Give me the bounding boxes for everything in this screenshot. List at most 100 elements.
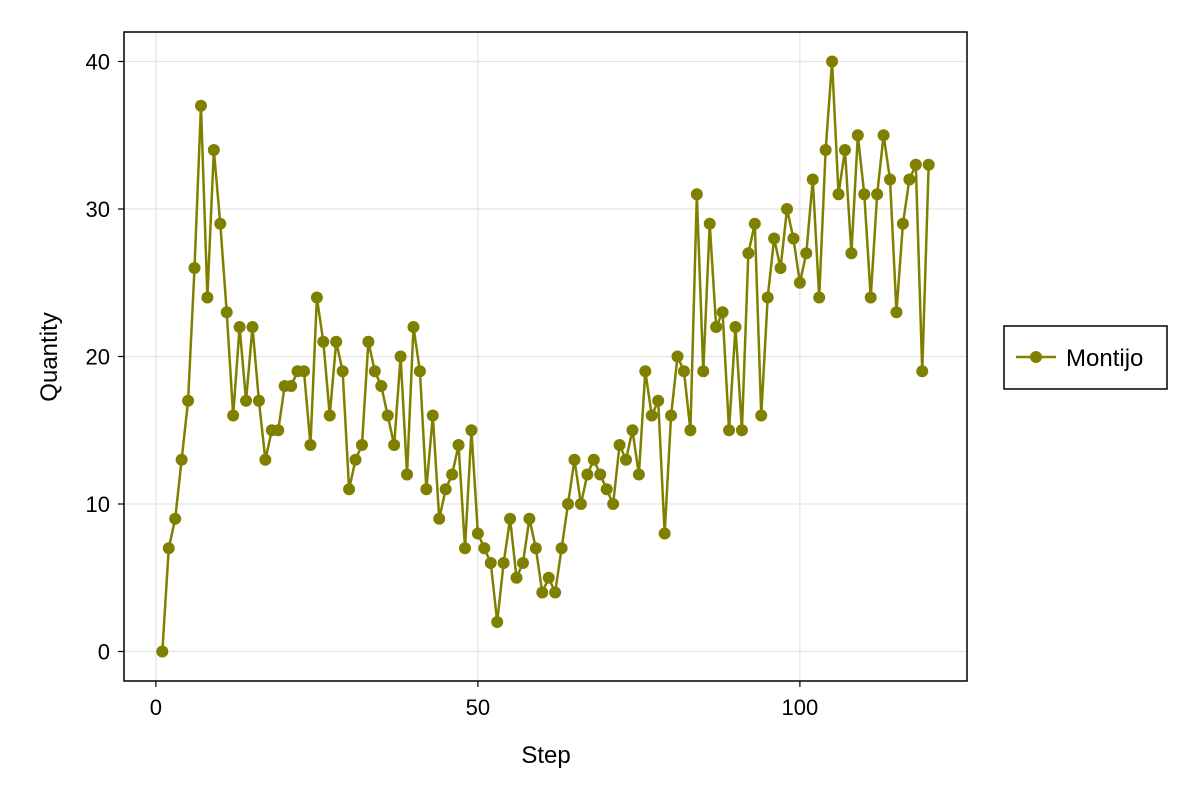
data-point xyxy=(742,247,755,260)
data-point xyxy=(729,321,742,333)
data-point xyxy=(523,512,536,525)
data-point xyxy=(568,453,581,466)
data-point xyxy=(310,291,323,304)
data-point xyxy=(735,424,748,437)
data-point xyxy=(864,291,877,304)
data-point xyxy=(903,173,916,186)
legend: Montijo xyxy=(1003,325,1168,390)
data-point xyxy=(748,217,761,230)
data-point xyxy=(233,321,246,333)
data-point xyxy=(478,542,491,555)
data-point xyxy=(452,439,465,451)
data-point xyxy=(297,365,310,378)
data-point xyxy=(207,144,220,156)
data-point xyxy=(510,571,523,584)
data-point xyxy=(587,453,600,466)
data-point xyxy=(626,424,639,437)
data-point xyxy=(922,158,935,171)
x-axis-title: Step xyxy=(521,742,570,769)
data-point xyxy=(574,498,587,510)
y-axis-title: Quantity xyxy=(36,312,63,401)
data-point xyxy=(658,527,671,540)
data-point xyxy=(446,468,459,481)
data-point xyxy=(323,409,336,422)
data-point xyxy=(330,335,343,348)
data-point xyxy=(877,129,890,142)
data-point xyxy=(458,542,471,555)
data-point xyxy=(175,453,188,466)
data-point xyxy=(787,232,800,245)
data-point xyxy=(671,350,684,363)
data-point xyxy=(697,365,710,378)
series-layer xyxy=(156,55,935,658)
data-point xyxy=(838,144,851,156)
data-point xyxy=(652,394,665,407)
x-axis: 0 50 100 xyxy=(150,681,818,720)
data-point xyxy=(684,424,697,437)
data-point xyxy=(252,394,265,407)
y-axis: 0 10 20 30 40 xyxy=(86,50,124,665)
y-tick-label: 30 xyxy=(86,197,110,222)
data-point xyxy=(549,586,562,599)
data-point xyxy=(755,409,768,422)
data-point xyxy=(716,306,729,319)
data-point xyxy=(194,99,207,112)
data-point xyxy=(156,645,169,658)
legend-marker-montijo xyxy=(1030,351,1042,363)
data-point xyxy=(800,247,813,260)
data-point xyxy=(349,453,362,466)
data-point xyxy=(916,365,929,378)
data-point xyxy=(555,542,568,555)
x-tick-label: 0 xyxy=(150,695,162,720)
data-point xyxy=(793,276,806,289)
data-point xyxy=(600,483,613,496)
data-point xyxy=(768,232,781,245)
data-point xyxy=(845,247,858,260)
data-point xyxy=(710,321,723,333)
data-point xyxy=(504,512,517,525)
data-point xyxy=(413,365,426,378)
data-point xyxy=(246,321,259,333)
data-point xyxy=(690,188,703,201)
data-point xyxy=(375,380,388,392)
data-point xyxy=(497,557,510,569)
data-point xyxy=(665,409,678,422)
y-tick-label: 0 xyxy=(98,640,110,665)
data-point xyxy=(220,306,233,319)
data-point xyxy=(362,335,375,348)
data-point xyxy=(433,512,446,525)
data-point xyxy=(858,188,871,201)
data-point xyxy=(439,483,452,496)
data-point xyxy=(562,498,575,510)
data-point xyxy=(471,527,484,540)
data-point xyxy=(484,557,497,569)
data-point xyxy=(162,542,175,555)
data-point xyxy=(188,262,201,274)
data-point xyxy=(368,365,381,378)
data-point xyxy=(426,409,439,422)
data-point xyxy=(336,365,349,378)
data-point xyxy=(407,321,420,333)
data-point xyxy=(182,394,195,407)
x-tick-label: 50 xyxy=(466,695,490,720)
y-tick-label: 20 xyxy=(86,345,110,370)
data-point xyxy=(304,439,317,451)
data-point xyxy=(594,468,607,481)
data-point xyxy=(259,453,272,466)
legend-label-montijo: Montijo xyxy=(1066,345,1143,372)
data-point xyxy=(214,217,227,230)
data-point xyxy=(317,335,330,348)
data-point xyxy=(896,217,909,230)
data-point xyxy=(272,424,285,437)
data-point xyxy=(285,380,298,392)
data-point xyxy=(677,365,690,378)
data-point xyxy=(227,409,240,422)
data-point xyxy=(890,306,903,319)
data-point xyxy=(388,439,401,451)
data-point xyxy=(620,453,633,466)
data-point xyxy=(401,468,414,481)
data-point xyxy=(343,483,356,496)
data-point xyxy=(813,291,826,304)
data-point xyxy=(529,542,542,555)
